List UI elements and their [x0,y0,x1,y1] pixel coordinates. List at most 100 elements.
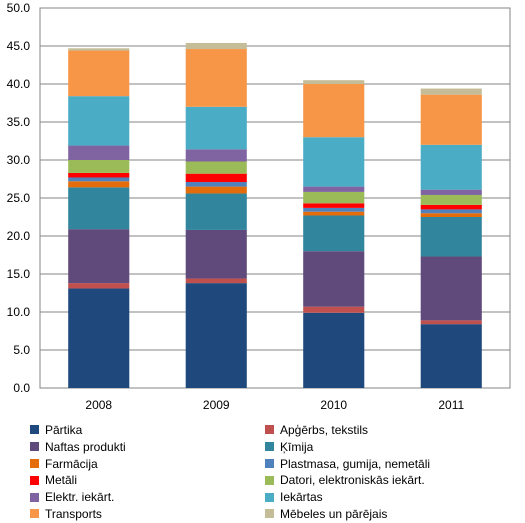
legend-item-iekartas: Iekārtas [265,489,500,504]
bar-2009-elektr [186,149,247,161]
bar-2011-datori [421,195,482,205]
bar-2011-elektr [421,190,482,195]
y-tick-label: 35.0 [7,115,30,129]
bar-2010-iekartas [303,137,364,186]
bar-2009-iekartas [186,107,247,150]
y-tick-label: 0.0 [13,381,30,395]
bar-2009-farmacija [186,187,247,194]
legend-item-partika: Pārtika [30,422,265,437]
legend-label: Transports [45,507,102,521]
legend-label: Iekārtas [280,490,323,504]
bar-2011-farmacija [421,213,482,217]
bar-2008-farmacija [68,181,129,187]
y-tick-label: 10.0 [7,305,30,319]
x-tick-label: 2008 [85,398,112,412]
legend-item-plastmasa: Plastmasa, gumija, nemetāli [265,456,500,471]
bar-2011-naftas [421,257,482,321]
y-tick-label: 5.0 [13,343,30,357]
legend-swatch [265,459,274,468]
bar-2011-iekartas [421,145,482,190]
y-tick-label: 20.0 [7,229,30,243]
bar-2008-plastmasa [68,177,129,181]
x-tick-label: 2010 [320,398,347,412]
legend-item-datori: Datori, elektroniskās iekārt. [265,472,500,487]
bar-2008-transports [68,51,129,97]
y-tick-label: 50.0 [7,1,30,15]
bar-2008-metali [68,173,129,178]
bar-2008-iekartas [68,96,129,145]
bar-2009-kimija [186,193,247,229]
bar-2010-kimija [303,215,364,251]
legend-item-metali: Metāli [30,472,265,487]
legend-item-farmacija: Farmācija [30,456,265,471]
legend-label: Naftas produkti [45,440,126,454]
bar-2011-mebeles [421,89,482,95]
y-tick-label: 30.0 [7,153,30,167]
legend-swatch [30,493,39,502]
legend-label: Datori, elektroniskās iekārt. [280,473,425,487]
bar-2008-partika [68,288,129,388]
legend-label: Farmācija [45,456,98,470]
bar-2009-apgerbs [186,279,247,284]
bar-2010-elektr [303,187,364,192]
legend-label: Mēbeles un pārējais [280,507,387,521]
y-tick-label: 25.0 [7,191,30,205]
bar-2011-apgerbs [421,320,482,324]
bar-2009-partika [186,283,247,388]
legend-swatch [30,425,39,434]
legend-item-transports: Transports [30,506,265,521]
y-tick-label: 45.0 [7,39,30,53]
y-tick-label: 40.0 [7,77,30,91]
legend-swatch [30,442,39,451]
legend-item-kimija: Ķīmija [265,439,500,454]
legend-item-apgerbs: Apģērbs, tekstils [265,422,500,437]
legend-swatch [265,442,274,451]
legend-swatch [265,425,274,434]
bar-2008-elektr [68,146,129,160]
bar-2010-farmacija [303,212,364,216]
bar-2011-metali [421,205,482,210]
bar-2008-datori [68,160,129,173]
bar-2010-naftas [303,251,364,306]
bar-2010-partika [303,313,364,388]
legend-item-elektr: Elektr. iekārt. [30,489,265,504]
bar-2009-mebeles [186,43,247,49]
legend-item-naftas: Naftas produkti [30,439,265,454]
bar-2008-apgerbs [68,283,129,288]
legend-label: Pārtika [45,423,82,437]
legend-label: Elektr. iekārt. [45,490,114,504]
bar-2010-plastmasa [303,208,364,212]
bar-2008-naftas [68,229,129,283]
bar-2009-plastmasa [186,182,247,187]
bar-2010-datori [303,192,364,203]
legend-swatch [265,476,274,485]
legend-swatch [30,509,39,518]
bar-2011-kimija [421,217,482,257]
y-tick-label: 15.0 [7,267,30,281]
bar-2011-partika [421,324,482,388]
legend-swatch [265,509,274,518]
legend-swatch [30,459,39,468]
bar-2009-transports [186,49,247,107]
legend: Pārtika Naftas produkti Farmācija Metāli Ele… [30,420,510,523]
legend-item-mebeles: Mēbeles un pārējais [265,506,500,521]
bar-2010-metali [303,203,364,208]
stacked-bar-chart [0,0,525,395]
bar-2009-datori [186,162,247,174]
legend-label: Plastmasa, gumija, nemetāli [280,456,430,470]
legend-label: Apģērbs, tekstils [280,423,368,437]
bar-2008-mebeles [68,48,129,50]
bar-2010-mebeles [303,80,364,84]
bar-2011-transports [421,95,482,145]
bar-2011-plastmasa [421,209,482,213]
legend-label: Ķīmija [280,440,313,454]
legend-swatch [265,493,274,502]
bar-2010-apgerbs [303,307,364,313]
x-tick-label: 2011 [438,398,464,412]
bar-2008-kimija [68,187,129,229]
bar-2010-transports [303,84,364,137]
legend-swatch [30,476,39,485]
legend-label: Metāli [45,473,77,487]
bar-2009-metali [186,174,247,182]
bar-2009-naftas [186,230,247,279]
